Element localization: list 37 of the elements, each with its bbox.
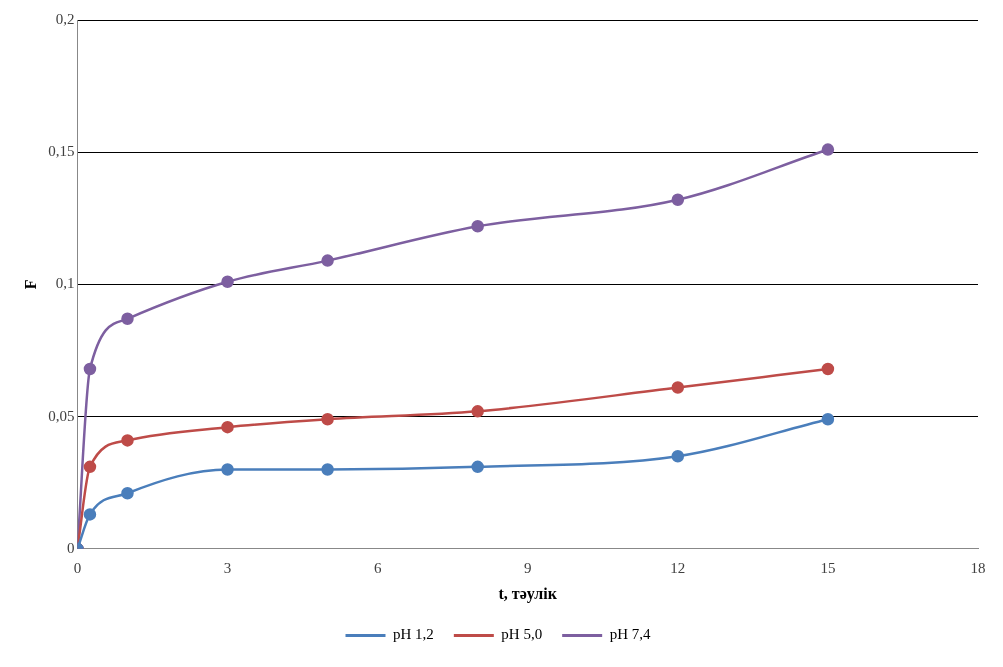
y-tick-label: 0,2 <box>55 10 75 27</box>
x-tick-label: 3 <box>223 559 232 576</box>
point <box>121 312 134 326</box>
x-tick-label: 9 <box>523 559 532 576</box>
point <box>821 412 835 426</box>
point <box>321 463 334 476</box>
point <box>221 463 234 476</box>
y-tick-label: 0 <box>66 539 75 556</box>
point <box>821 143 835 156</box>
point <box>83 362 97 376</box>
point <box>671 193 685 207</box>
point <box>821 362 835 376</box>
point <box>83 508 97 521</box>
point <box>121 487 134 500</box>
x-tick-label: 18 <box>970 559 986 576</box>
x-axis-title: t, тәулік <box>498 584 558 603</box>
point <box>471 405 484 418</box>
x-tick-label: 12 <box>670 559 686 576</box>
point <box>221 275 234 289</box>
point <box>83 460 97 474</box>
point <box>321 412 334 426</box>
x-tick-label: 6 <box>373 559 382 576</box>
point <box>671 381 685 394</box>
legend-label: pH 1,2 <box>393 626 434 643</box>
legend-label: pH 5,0 <box>501 626 543 643</box>
point <box>671 450 685 463</box>
y-tick-label: 0,1 <box>55 275 75 292</box>
x-tick-label: 15 <box>820 559 836 576</box>
y-axis-title: F <box>21 279 39 290</box>
y-tick-label: 0,15 <box>48 143 75 160</box>
point <box>471 460 484 474</box>
point <box>221 420 234 434</box>
point <box>471 219 484 233</box>
legend-label: pH 7,4 <box>609 626 651 643</box>
y-tick-label: 0,05 <box>48 407 75 424</box>
point <box>321 254 334 267</box>
point <box>121 434 134 447</box>
